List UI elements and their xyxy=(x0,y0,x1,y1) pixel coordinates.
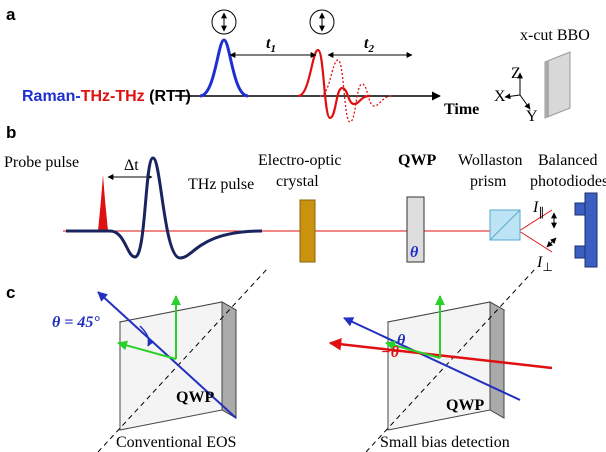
eo-crystal xyxy=(300,200,315,262)
text-part: THz xyxy=(115,88,144,105)
i-perp-label: I⊥ xyxy=(536,254,553,274)
shape xyxy=(505,95,520,97)
rtt-title: Raman-THz-THz (RTT) xyxy=(22,88,191,105)
text-part: THz- xyxy=(81,88,116,105)
raman-pulse xyxy=(200,40,248,96)
probe-label: Probe pulse xyxy=(4,154,79,171)
text-part: (RTT) xyxy=(145,88,191,105)
panel-label: b xyxy=(6,123,16,142)
figure: a t1 t2 Raman-THz-THz (RTT) Time x-cut B… xyxy=(0,0,606,452)
text-part: Raman- xyxy=(22,88,81,105)
detector-label: Balanced xyxy=(538,152,598,169)
qwp-label: QWP xyxy=(176,389,214,406)
axis-z: Z xyxy=(511,65,521,82)
shape xyxy=(519,231,552,252)
i-par-label: I∥ xyxy=(532,199,544,219)
probe-pulse xyxy=(98,175,108,231)
detector-label: photodiodes xyxy=(530,173,606,190)
panel-label: c xyxy=(6,283,15,302)
thz-echo xyxy=(320,60,392,122)
thz-label: THz pulse xyxy=(188,176,254,193)
eo-label: crystal xyxy=(276,173,319,190)
angle-label: θ = 45° xyxy=(52,314,100,331)
neg-theta-label: −θ xyxy=(381,344,400,361)
shape xyxy=(520,95,530,109)
caption: Small bias detection xyxy=(380,434,510,451)
panel-label: a xyxy=(6,5,16,24)
qwp-label: QWP xyxy=(398,152,436,169)
eo-label: Electro-optic xyxy=(258,152,342,169)
text-part: 2 xyxy=(367,43,374,55)
shape xyxy=(575,246,585,258)
delay-label: Δt xyxy=(124,157,139,174)
t1-label: t1 xyxy=(266,35,276,55)
shape xyxy=(575,203,585,215)
caption: Conventional EOS xyxy=(116,434,236,451)
t2-label: t2 xyxy=(364,35,374,55)
shape xyxy=(222,302,236,418)
bbo-label: x-cut BBO xyxy=(520,27,590,44)
text-part: ∥ xyxy=(538,205,544,219)
wollaston-label: Wollaston xyxy=(458,152,522,169)
qwp-label: QWP xyxy=(446,397,484,414)
axis-y: Y xyxy=(526,108,538,125)
text-part: ⊥ xyxy=(542,260,552,274)
photodiode xyxy=(585,193,597,267)
shape xyxy=(547,238,556,247)
theta-label: θ xyxy=(410,244,419,261)
qwp-slab xyxy=(120,302,222,430)
thz-pulse xyxy=(298,50,370,118)
text-part: 1 xyxy=(270,43,276,55)
shape xyxy=(545,60,549,118)
axis-x: X xyxy=(494,88,506,105)
thz-waveform xyxy=(66,158,262,258)
time-label: Time xyxy=(444,101,479,118)
wollaston-label: prism xyxy=(470,173,507,190)
